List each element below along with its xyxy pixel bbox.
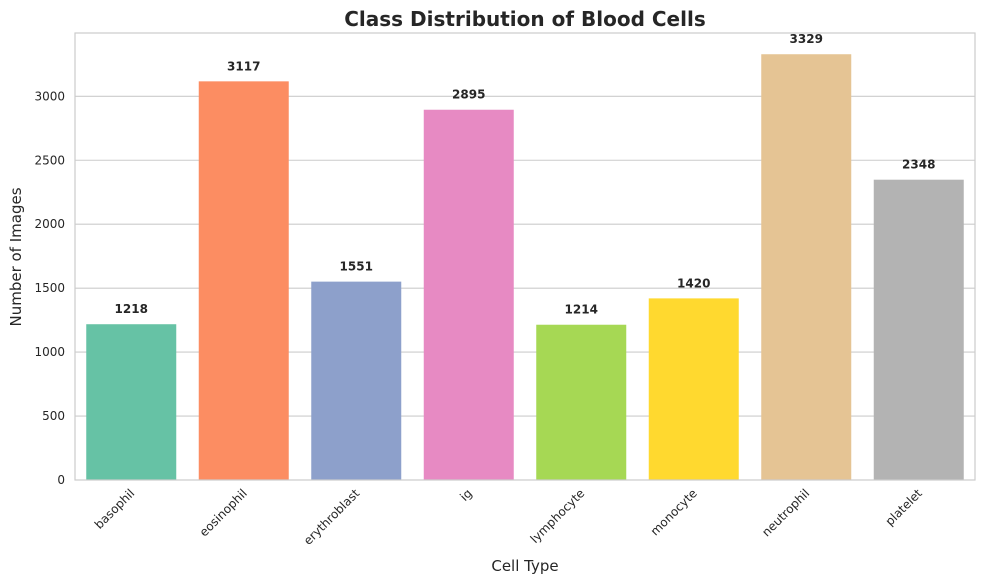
bar-lymphocyte — [536, 324, 627, 480]
bars — [86, 54, 964, 481]
x-tick-label: erythroblast — [301, 486, 363, 548]
y-axis-ticks: 0 500 1000 1500 2000 2500 3000 — [34, 89, 65, 487]
bar-eosinophil — [198, 81, 289, 480]
y-axis-title: Number of Images — [7, 187, 25, 326]
bar-value-label: 1214 — [565, 303, 598, 317]
x-tick-label: lymphocyte — [528, 486, 588, 546]
y-tick-label: 3000 — [34, 89, 65, 103]
bar-value-label: 1218 — [115, 302, 148, 316]
bar-value-label: 3329 — [790, 32, 823, 46]
plot-frame — [74, 32, 976, 481]
x-tick-label: neutrophil — [759, 486, 812, 539]
x-tick-label: eosinophil — [197, 486, 250, 539]
y-tick-label: 1000 — [34, 345, 65, 359]
x-tick-label: platelet — [883, 486, 926, 529]
x-axis-title: Cell Type — [491, 557, 558, 575]
bar-erythroblast — [311, 281, 402, 480]
y-tick-label: 500 — [42, 409, 65, 423]
bar-ig — [423, 109, 514, 481]
x-axis-ticks: basophil eosinophil erythroblast ig lymphocy… — [92, 486, 925, 548]
bar-value-label: 2348 — [902, 158, 935, 172]
y-tick-label: 2000 — [34, 217, 65, 231]
x-tick-label: ig — [457, 486, 475, 504]
bar-value-labels: 1218 3117 1551 2895 1214 1420 3329 2348 — [115, 32, 936, 317]
bar-value-label: 1420 — [677, 276, 710, 290]
y-tick-label: 2500 — [34, 153, 65, 167]
bar-basophil — [86, 324, 177, 480]
bar-platelet — [873, 179, 964, 480]
bar-value-label: 3117 — [227, 59, 260, 73]
x-tick-label: basophil — [92, 486, 138, 532]
y-tick-label: 0 — [57, 473, 65, 487]
chart-title: Class Distribution of Blood Cells — [344, 7, 705, 31]
bar-value-label: 2895 — [452, 88, 485, 102]
bar-monocyte — [648, 298, 739, 480]
y-tick-label: 1500 — [34, 281, 65, 295]
bar-neutrophil — [761, 54, 852, 481]
bar-value-label: 1551 — [340, 260, 373, 274]
x-tick-label: monocyte — [648, 486, 700, 538]
